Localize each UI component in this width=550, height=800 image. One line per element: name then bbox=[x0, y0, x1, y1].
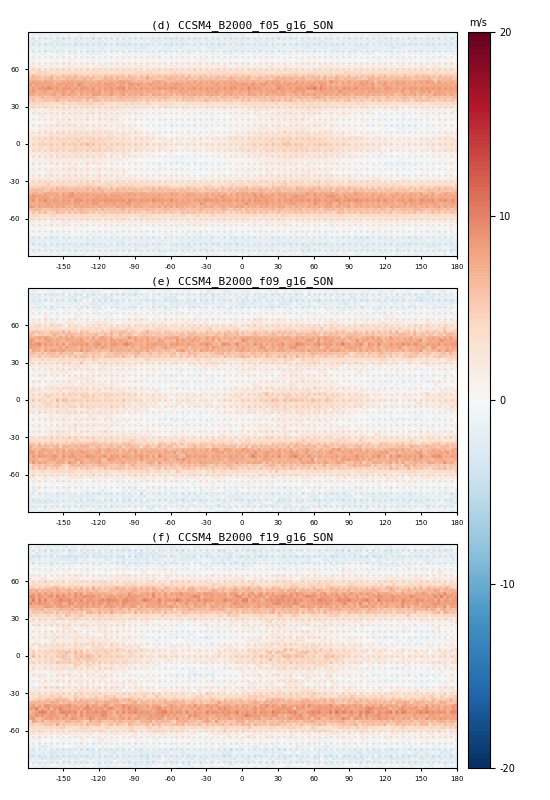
Title: (d) CCSM4_B2000_f05_g16_SON: (d) CCSM4_B2000_f05_g16_SON bbox=[151, 20, 333, 30]
Title: (f) CCSM4_B2000_f19_g16_SON: (f) CCSM4_B2000_f19_g16_SON bbox=[151, 532, 333, 542]
Title: m/s: m/s bbox=[470, 18, 487, 29]
Title: (e) CCSM4_B2000_f09_g16_SON: (e) CCSM4_B2000_f09_g16_SON bbox=[151, 276, 333, 286]
